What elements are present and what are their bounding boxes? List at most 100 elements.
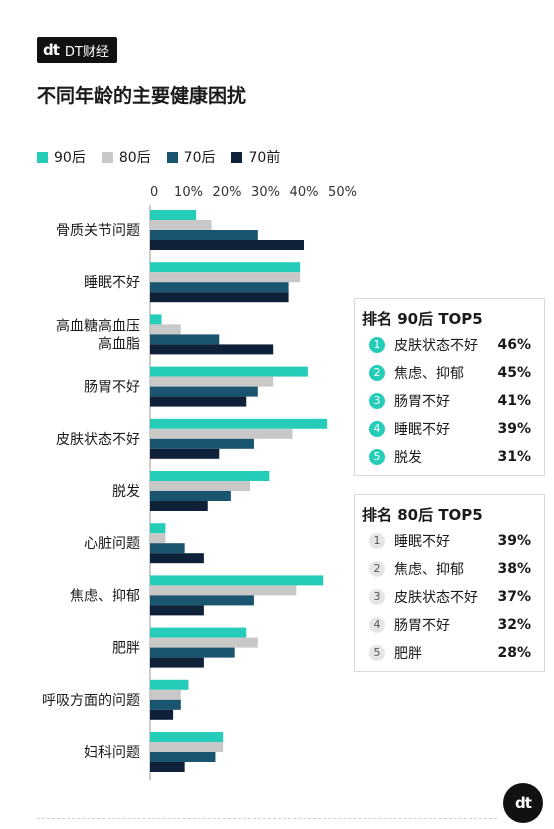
bar-70	[150, 595, 254, 606]
bar-70q	[150, 396, 247, 407]
bar-70q	[150, 553, 204, 564]
bar-80	[150, 742, 224, 752]
bar-70	[150, 282, 289, 293]
bar-80	[150, 220, 212, 230]
bar-70	[150, 543, 185, 554]
rank-90-panel: 排名 90后 TOP5 1 皮肤状态不好 46% 2 焦虑、抑郁 45% 3 肠胃不好 41…	[354, 298, 545, 476]
rank-label: 焦虑、抑郁	[394, 366, 464, 382]
legend-item-70: 70后	[166, 147, 216, 167]
legend-swatch-70q	[231, 151, 243, 163]
legend-item-70q: 70前	[231, 147, 280, 167]
rank-80-list: 1 睡眠不好 39% 2 焦虑、抑郁 38% 3 皮肤状态不好 37% 4 肠胃不好 32% 5…	[355, 527, 544, 671]
rank-number-badge: 4	[369, 421, 385, 437]
bar-90	[150, 366, 308, 377]
category-label: 脱发	[112, 484, 140, 500]
bar-90	[150, 732, 224, 742]
bar-80	[150, 533, 166, 544]
category-label: 高血脂	[98, 335, 140, 352]
bar-80	[150, 376, 274, 387]
bar-80	[150, 585, 297, 596]
rank-80-item: 4 肠胃不好 32%	[355, 611, 544, 639]
bar-70q	[150, 762, 185, 772]
bar-70q	[150, 344, 274, 355]
bar-70q	[150, 605, 204, 616]
rank-80-item: 2 焦虑、抑郁 38%	[355, 555, 544, 583]
rank-label: 焦虑、抑郁	[394, 562, 464, 578]
rank-percent: 39%	[497, 533, 531, 549]
x-tick-label: 50%	[328, 185, 357, 200]
bar-80	[150, 272, 301, 283]
bar-70q	[150, 292, 289, 303]
brand-mark: dt	[43, 41, 60, 59]
bar-70	[150, 230, 258, 240]
rank-label: 肥胖	[394, 646, 422, 662]
bar-90	[150, 523, 166, 534]
bar-70q	[150, 657, 204, 668]
bar-90	[150, 262, 301, 273]
rank-90-item: 3 肠胃不好 41%	[355, 387, 544, 415]
legend-swatch-80	[101, 151, 113, 163]
bar-90	[150, 627, 247, 638]
bar-90	[150, 314, 162, 325]
category-label: 妇科问题	[84, 744, 140, 761]
bar-70	[150, 438, 254, 449]
bar-70q	[150, 501, 208, 511]
category-label: 皮肤状态不好	[56, 432, 140, 448]
bar-70	[150, 647, 235, 658]
rank-percent: 45%	[497, 365, 531, 381]
bar-90	[150, 679, 189, 690]
rank-80-item: 1 睡眠不好 39%	[355, 527, 544, 555]
category-label: 高血糖高血压	[56, 317, 140, 334]
rank-90-list: 1 皮肤状态不好 46% 2 焦虑、抑郁 45% 3 肠胃不好 41% 4 睡眠不好 39% 5…	[355, 331, 544, 475]
bar-70q	[150, 448, 220, 459]
legend-label-80: 80后	[118, 150, 151, 166]
bar-90	[150, 418, 328, 429]
legend-label-70: 70后	[183, 150, 216, 166]
bar-70	[150, 334, 220, 345]
rank-number-badge: 3	[369, 393, 385, 409]
legend-label-70q: 70前	[248, 150, 281, 166]
bar-80	[150, 324, 181, 335]
bar-70q	[150, 709, 174, 720]
rank-number-badge: 1	[369, 337, 385, 353]
rank-80-item: 5 肥胖 28%	[355, 639, 544, 667]
rank-number-badge: 2	[369, 561, 385, 577]
rank-80-panel: 排名 80后 TOP5 1 睡眠不好 39% 2 焦虑、抑郁 38% 3 皮肤状态不好 37…	[354, 494, 545, 672]
rank-percent: 39%	[497, 421, 531, 437]
rank-number-badge: 4	[369, 617, 385, 633]
bar-90	[150, 210, 197, 220]
bar-90	[150, 575, 324, 586]
rank-percent: 41%	[497, 393, 531, 409]
rank-label: 肠胃不好	[394, 618, 450, 634]
x-tick-label: 10%	[174, 185, 203, 200]
corner-brand-logo: dt	[503, 783, 543, 823]
x-tick-label: 0	[150, 185, 158, 200]
legend-swatch-70	[166, 151, 178, 163]
rank-number-badge: 2	[369, 365, 385, 381]
category-label: 心脏问题	[84, 536, 140, 552]
rank-90-item: 5 脱发 31%	[355, 443, 544, 471]
rank-percent: 38%	[497, 561, 531, 577]
rank-80-item: 3 皮肤状态不好 37%	[355, 583, 544, 611]
rank-90-item: 2 焦虑、抑郁 45%	[355, 359, 544, 387]
bar-70	[150, 752, 216, 762]
bar-80	[150, 481, 251, 491]
rank-number-badge: 1	[369, 533, 385, 549]
brand-logo: dt DT财经	[37, 37, 117, 63]
x-tick-label: 20%	[213, 185, 242, 200]
bar-80	[150, 689, 181, 700]
brand-name: DT财经	[64, 44, 109, 60]
rank-label: 睡眠不好	[394, 422, 450, 438]
rank-80-title: 排名 80后 TOP5	[362, 506, 483, 524]
rank-label: 皮肤状态不好	[394, 590, 478, 606]
rank-number-badge: 5	[369, 449, 385, 465]
chart-legend: 90后 80后 70后 70前	[37, 147, 296, 167]
category-label: 肠胃不好	[84, 380, 140, 396]
rank-percent: 37%	[497, 589, 531, 605]
bar-70q	[150, 240, 304, 250]
bar-90	[150, 471, 270, 481]
rank-label: 皮肤状态不好	[394, 338, 478, 354]
category-label: 睡眠不好	[84, 275, 140, 291]
page-title: 不同年龄的主要健康困扰	[37, 85, 247, 107]
